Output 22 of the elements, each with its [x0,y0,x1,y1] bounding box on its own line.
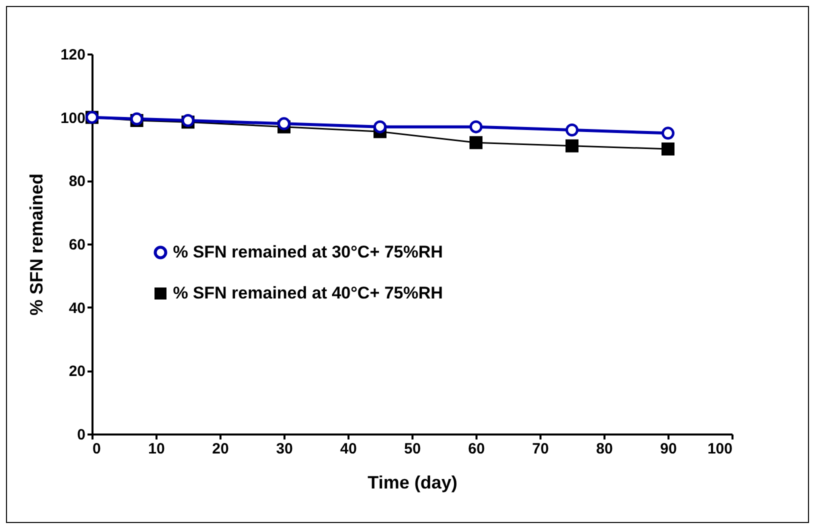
y-axis-title: % SFN remained [26,173,46,316]
y-tick-label: 120 [60,46,86,64]
x-tick-label: 10 [148,440,165,458]
y-tick-label: 100 [60,110,86,127]
x-tick-label: 20 [212,440,229,458]
y-tick-label: 40 [68,300,86,317]
x-tick-label: 100 [707,440,732,458]
y-tick-label: 20 [68,363,86,380]
x-tick-label: 60 [468,440,485,458]
x-axis-title: Time (day) [368,472,458,492]
y-tick-label: 80 [68,173,86,190]
y-tick-label: 0 [77,426,86,444]
legend-label: % SFN remained at 30°C+ 75%RH [173,242,443,262]
x-tick-label: 70 [532,440,549,458]
x-tick-label: 90 [660,440,677,458]
y-tick-label: 60 [68,236,86,254]
legend-label: % SFN remained at 40°C+ 75%RH [173,284,443,302]
x-tick-label: 30 [276,440,293,458]
x-tick-label: 80 [596,440,613,458]
x-tick-label: 50 [404,440,421,458]
x-tick-label: 0 [92,440,101,458]
x-tick-label: 40 [340,440,357,458]
